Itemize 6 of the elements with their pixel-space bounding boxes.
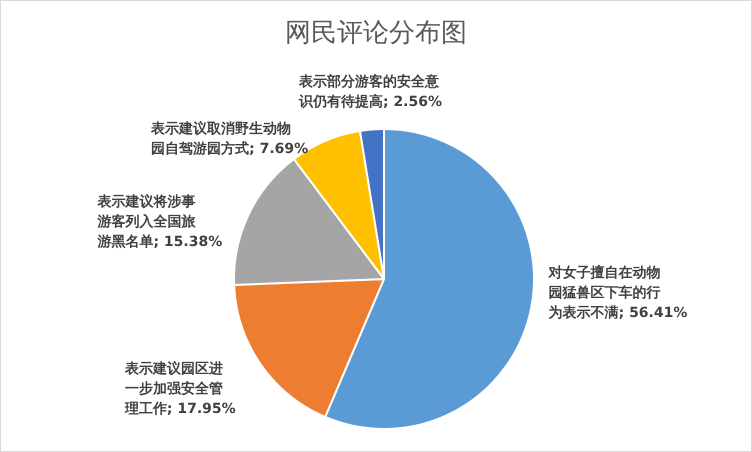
data-label: ; 17.95% bbox=[166, 401, 236, 418]
data-label: ; 56.41% bbox=[618, 304, 688, 321]
data-label: ; 2.56% bbox=[382, 94, 442, 110]
data-label: ; 7.69% bbox=[249, 141, 308, 158]
data-label: ; 15.38% bbox=[153, 234, 222, 250]
chart-title: 网民评论分布图 bbox=[284, 17, 468, 50]
